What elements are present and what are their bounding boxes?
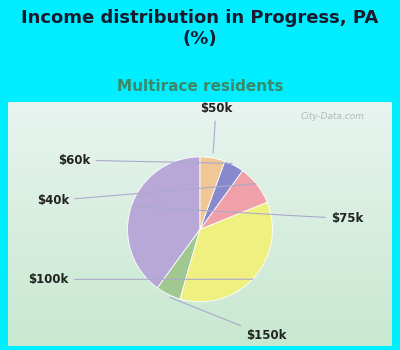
Text: $60k: $60k [58,154,232,167]
Wedge shape [200,157,225,229]
Wedge shape [200,161,242,229]
Text: $100k: $100k [29,273,253,286]
Wedge shape [158,229,200,299]
Wedge shape [180,202,272,302]
Wedge shape [128,157,200,288]
Text: $150k: $150k [170,298,286,342]
Text: $75k: $75k [132,206,363,225]
Text: $40k: $40k [37,184,256,207]
Wedge shape [200,171,267,229]
Text: $50k: $50k [200,103,232,153]
Text: Multirace residents: Multirace residents [117,79,283,94]
Text: City-Data.com: City-Data.com [301,112,365,121]
Text: Income distribution in Progress, PA
(%): Income distribution in Progress, PA (%) [21,9,379,48]
